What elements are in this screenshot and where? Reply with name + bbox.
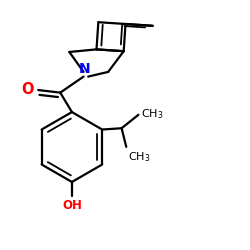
Text: O: O: [21, 82, 34, 97]
Text: OH: OH: [62, 199, 82, 212]
Text: CH$_3$: CH$_3$: [140, 107, 163, 121]
Text: N: N: [78, 62, 90, 76]
Text: CH$_3$: CH$_3$: [128, 150, 151, 164]
